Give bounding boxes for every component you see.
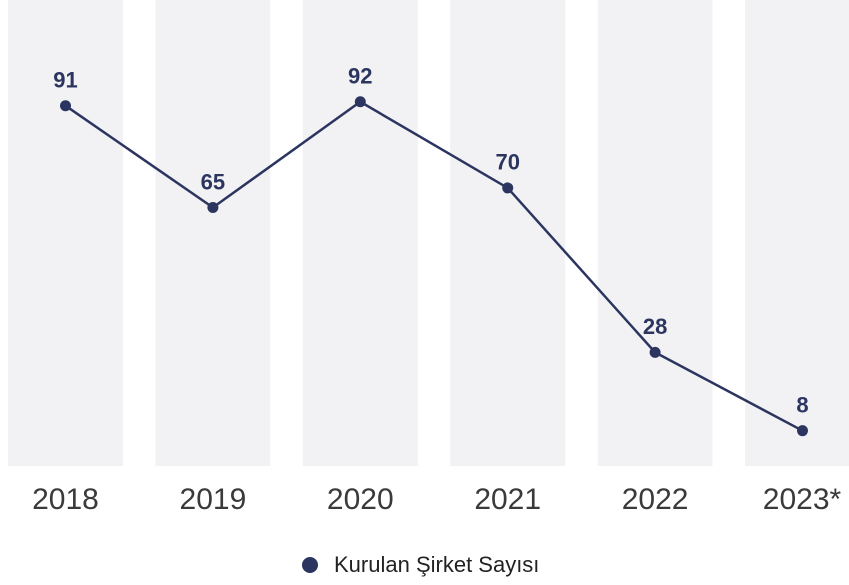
x-tick-label: 2018 bbox=[32, 483, 99, 516]
point bbox=[207, 202, 219, 214]
category-band bbox=[8, 0, 123, 466]
legend-label: Kurulan Şirket Sayısı bbox=[334, 552, 539, 577]
data-label: 70 bbox=[495, 150, 519, 175]
x-tick-label: 2021 bbox=[474, 483, 541, 516]
category-band bbox=[450, 0, 566, 466]
legend-marker bbox=[302, 557, 318, 573]
data-label: 92 bbox=[348, 64, 372, 89]
series-line bbox=[64, 100, 804, 432]
x-tick-label: 2020 bbox=[327, 483, 394, 516]
data-label: 65 bbox=[201, 169, 225, 194]
x-tick-label: 2019 bbox=[180, 483, 247, 516]
x-tick-label: 2023* bbox=[763, 483, 842, 516]
category-band bbox=[302, 0, 418, 466]
point bbox=[797, 425, 808, 437]
data-label: 91 bbox=[53, 68, 77, 93]
data-label: 8 bbox=[796, 392, 808, 417]
point bbox=[502, 182, 514, 194]
category-band bbox=[745, 0, 849, 466]
point bbox=[60, 100, 71, 112]
point bbox=[354, 96, 366, 108]
category-band bbox=[155, 0, 271, 466]
x-tick-label: 2022 bbox=[622, 483, 689, 516]
point bbox=[649, 346, 661, 358]
data-label: 28 bbox=[643, 314, 667, 339]
category-band bbox=[597, 0, 713, 466]
